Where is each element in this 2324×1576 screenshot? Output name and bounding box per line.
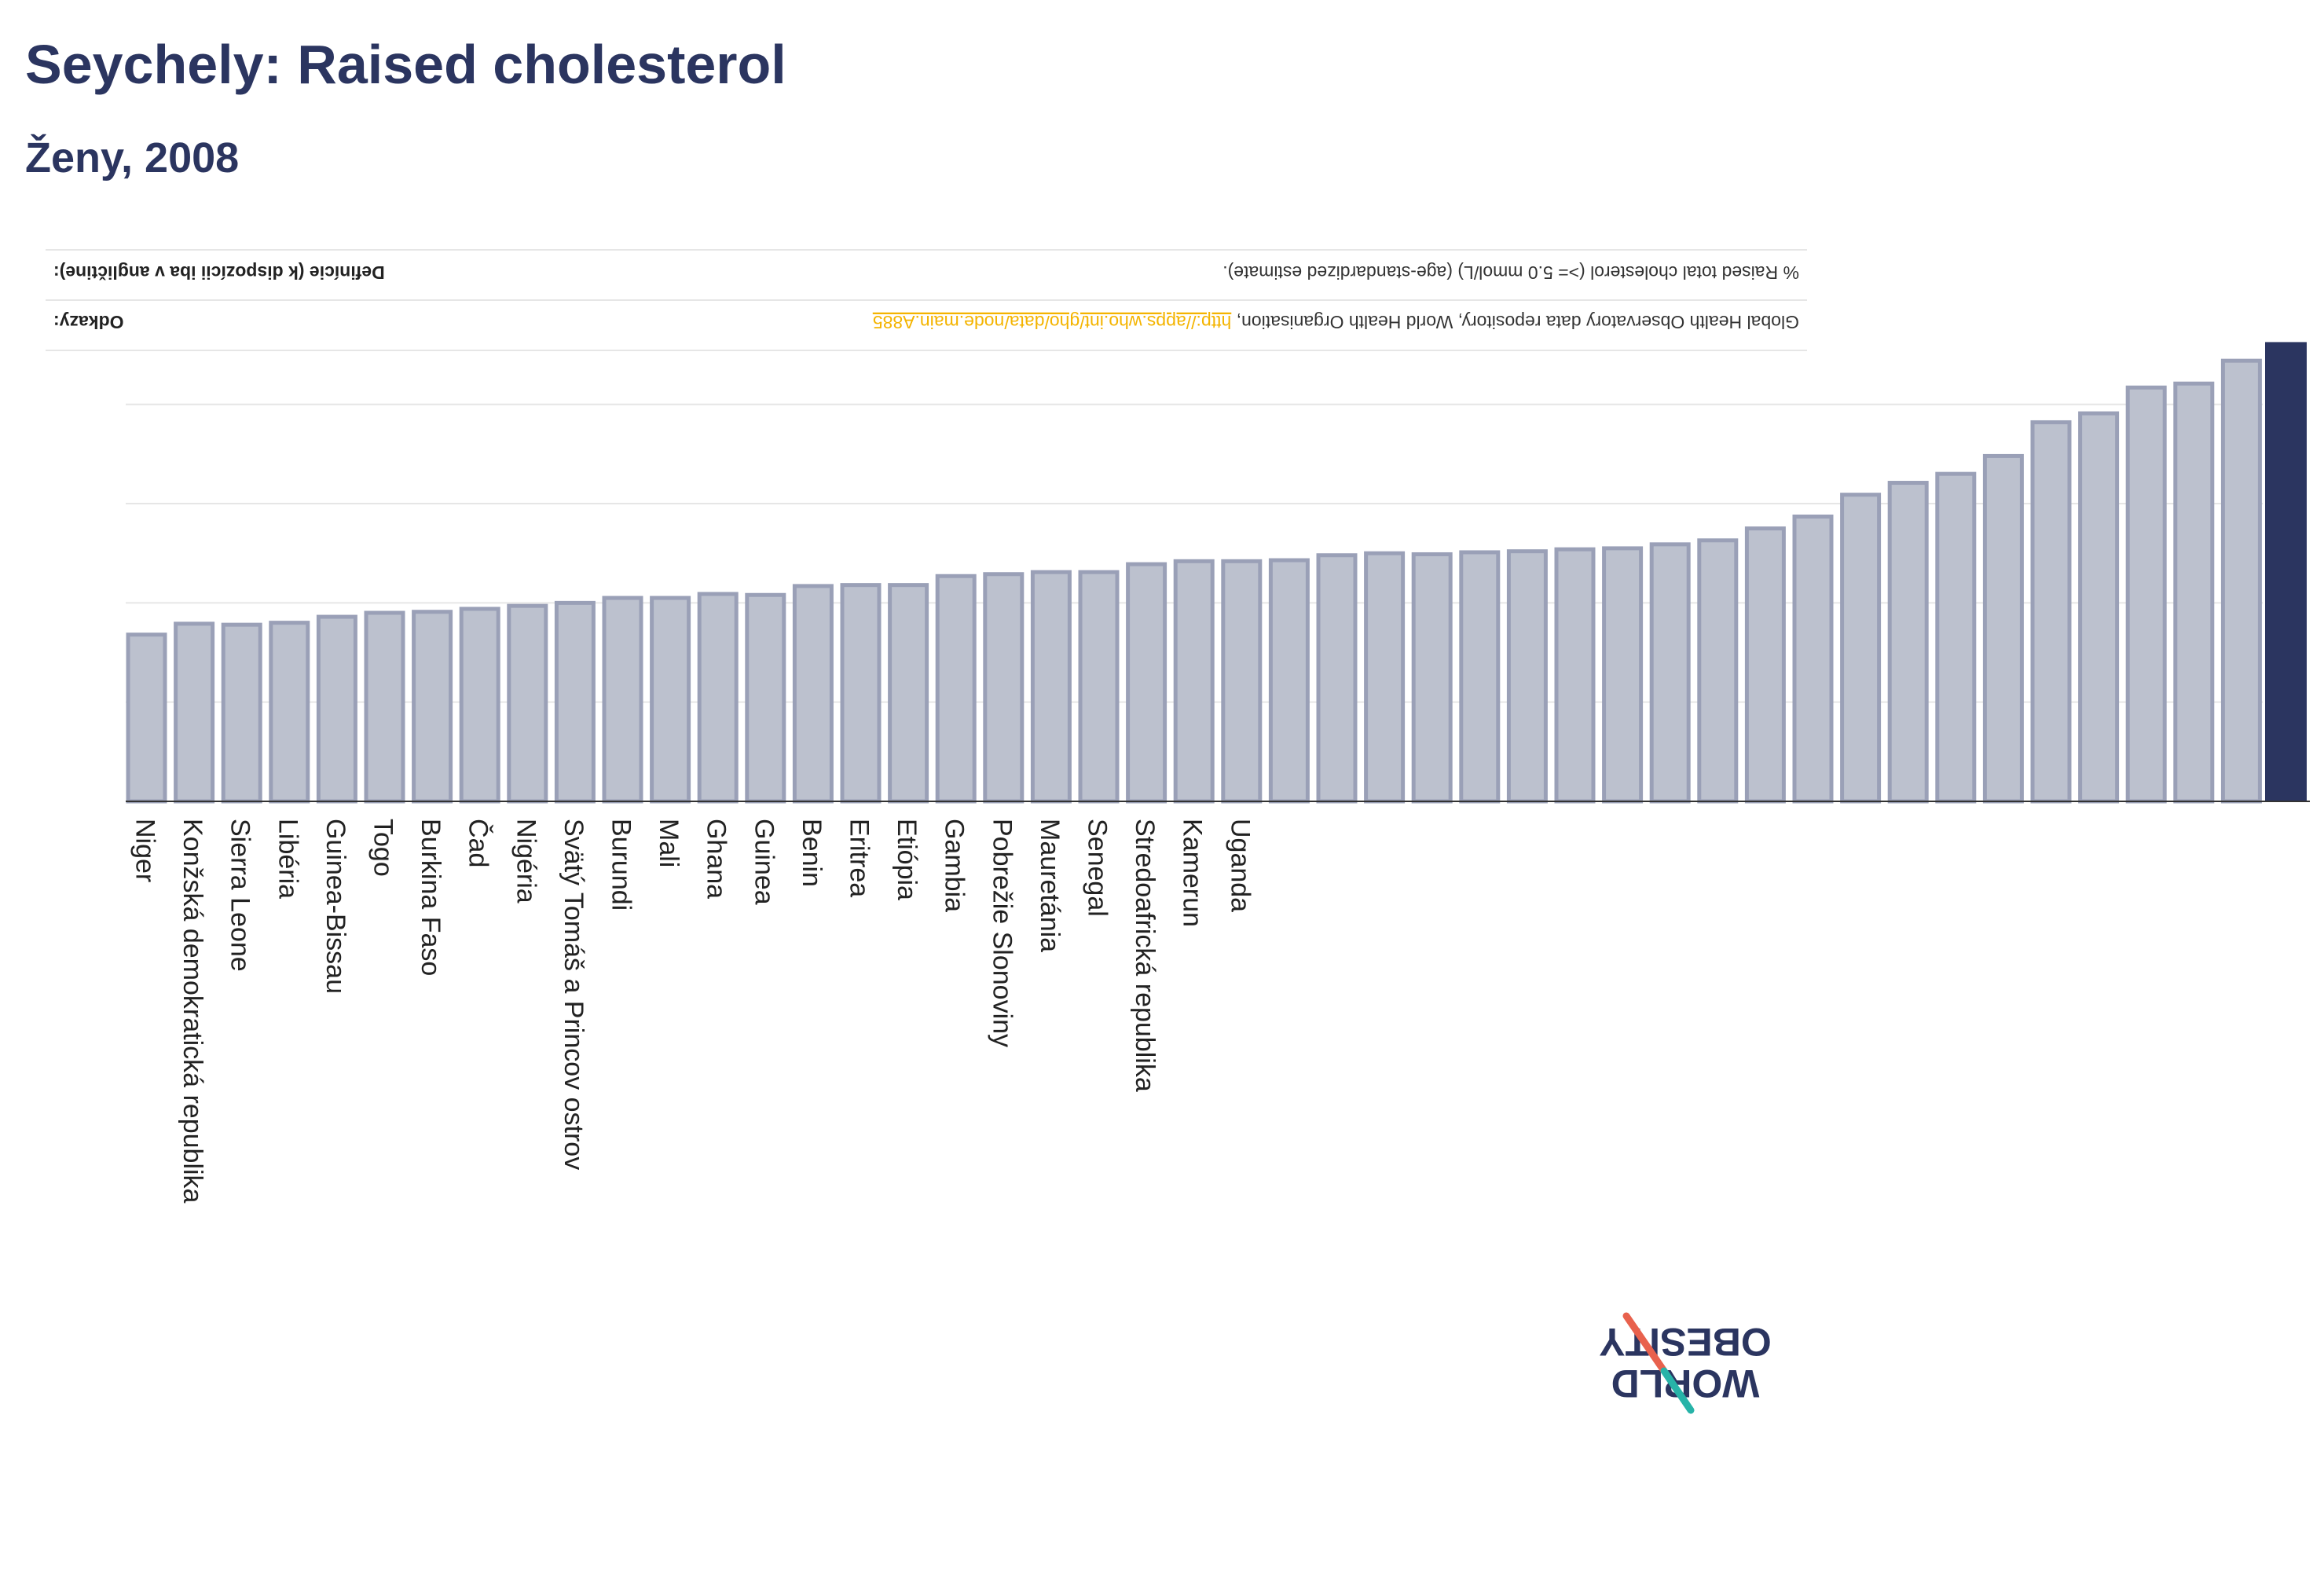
x-tick-label: Mali [654,819,684,867]
bar-0[interactable] [126,632,167,804]
bar-37[interactable] [1887,481,1929,804]
logo-red-slash [1622,1312,1668,1375]
chart-title: Seychely: Raised cholesterol [25,34,786,95]
bar-17[interactable] [935,574,977,804]
bar-18[interactable] [983,572,1025,804]
bar-2[interactable] [221,622,262,804]
bar-22[interactable] [1173,559,1215,804]
chart-subtitle: Ženy, 2008 [25,134,240,181]
bar-16[interactable] [888,583,929,804]
x-tick-label: Senegal [1083,819,1113,917]
bar-43[interactable] [2173,381,2215,804]
references-source: Global Health Observatory data repositor… [1237,312,1799,332]
bar-19[interactable] [1030,570,1072,804]
x-tick-labels: Niger Konžská demokratická republika Sierr… [130,819,1255,1204]
bar-38[interactable] [1935,471,1977,804]
bar-31[interactable] [1602,546,1644,804]
logo-teal-slash [1660,1367,1695,1414]
x-tick-label: Uganda [1225,819,1255,912]
bar-44[interactable] [2220,358,2262,804]
bar-15[interactable] [840,583,882,804]
x-tick-label: Stredoafrická republika [1130,819,1160,1092]
bar-23[interactable] [1221,559,1263,804]
world-obesity-logo: OBESITY WORLD [1599,1312,1772,1414]
bar-25[interactable] [1316,553,1358,804]
bar-12[interactable] [697,592,739,804]
bar-45[interactable] [2265,342,2307,802]
definition-label: Definície (k dispozícii iba v angličtine… [53,262,385,283]
bar-4[interactable] [316,614,357,804]
x-tick-label: Etiópia [892,819,922,900]
bar-41[interactable] [2078,411,2120,804]
logo-obesity-text: OBESITY [1599,1320,1771,1364]
x-tick-label: Konžská demokratická republika [178,819,207,1204]
x-tick-label: Pobrežie Slonoviny [987,819,1017,1047]
x-tick-label: Sierra Leone [225,819,255,972]
info-panel: Definície (k dispozícii iba v angličtine… [46,249,1807,351]
bar-7[interactable] [459,607,500,804]
bar-26[interactable] [1364,551,1406,804]
bar-21[interactable] [1126,562,1167,804]
x-tick-label: Togo [368,819,398,877]
bar-11[interactable] [650,596,691,804]
bar-32[interactable] [1649,542,1691,804]
bar-1[interactable] [174,621,215,804]
bar-10[interactable] [602,596,643,804]
bar-27[interactable] [1411,552,1453,804]
bar-8[interactable] [507,603,548,804]
bar-6[interactable] [412,610,453,804]
bar-9[interactable] [554,600,596,804]
bar-13[interactable] [745,592,786,804]
bar-36[interactable] [1840,493,1882,804]
x-tick-label: Burundi [607,819,636,911]
bar-40[interactable] [2030,420,2072,804]
bar-33[interactable] [1697,538,1739,804]
x-tick-label: Mauretánia [1035,819,1065,952]
bar-30[interactable] [1554,547,1596,804]
bar-28[interactable] [1459,550,1501,804]
x-tick-label: Guinea [749,819,779,905]
bars [126,342,2307,804]
bar-24[interactable] [1268,558,1310,804]
references-text: Global Health Observatory data repositor… [873,312,1799,332]
x-tick-label: Libéria [273,819,302,899]
x-tick-label: Nigéria [511,819,541,903]
x-tick-label: Kamerun [1178,819,1208,927]
bar-39[interactable] [1982,453,2024,804]
bar-20[interactable] [1078,570,1120,804]
x-tick-label: Svätý Tomáš a Princov ostrov [559,819,588,1170]
bar-42[interactable] [2125,385,2167,804]
references-label: Odkazy: [53,312,123,332]
x-tick-label: Gambia [940,819,970,912]
x-tick-label: Eritrea [845,819,874,897]
bar-29[interactable] [1506,549,1548,804]
definition-text: % Raised total cholesterol (>= 5.0 mmol/… [1222,262,1799,283]
bar-5[interactable] [364,610,405,804]
bar-34[interactable] [1744,526,1786,804]
x-tick-label: Niger [130,819,160,882]
bar-14[interactable] [792,584,834,804]
x-tick-label: Ghana [702,819,731,899]
x-tick-label: Guinea-Bissau [321,819,350,994]
bar-3[interactable] [269,621,310,804]
references-link[interactable]: http://apps.who.int/gho/data/node.main.A… [873,312,1232,332]
x-tick-label: Benin [797,819,827,887]
x-tick-label: Čad [464,819,493,867]
bar-35[interactable] [1792,514,1834,804]
x-tick-label: Burkina Faso [416,819,445,976]
